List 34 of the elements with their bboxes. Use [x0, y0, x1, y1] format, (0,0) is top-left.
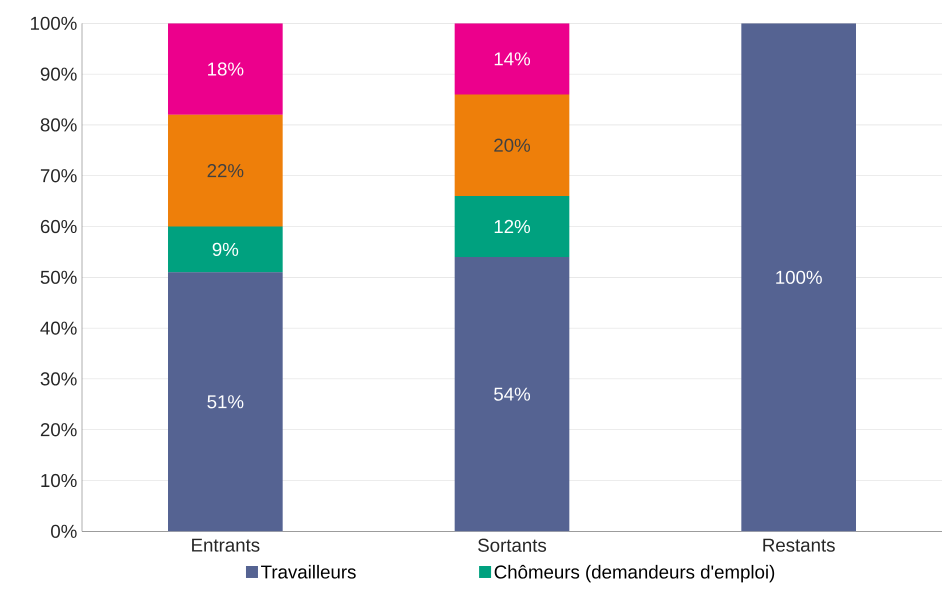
data-label: 100% — [776, 270, 822, 284]
data-label: 14% — [494, 52, 530, 66]
y-tick-label: 10% — [41, 474, 77, 488]
legend-label: Travailleurs — [261, 564, 356, 579]
data-label: 9% — [212, 242, 238, 256]
data-label: 22% — [208, 164, 244, 178]
y-tick-label: 50% — [40, 270, 77, 284]
data-label: 18% — [208, 62, 244, 76]
y-tick-label: 100% — [30, 16, 77, 30]
data-label: 12% — [494, 220, 530, 234]
bar — [168, 272, 283, 532]
x-tick-label: Entrants — [192, 538, 260, 552]
y-tick-label: 70% — [40, 169, 77, 182]
y-tick-label: 30% — [40, 372, 77, 386]
bar — [454, 257, 570, 532]
bar — [454, 23, 570, 94]
y-tick-label: 0% — [51, 524, 77, 538]
bar — [168, 226, 283, 272]
y-tick-label: 40% — [40, 321, 77, 335]
x-tick-label: Restants — [763, 538, 835, 552]
legend-label: Chômeurs (demandeurs d'emploi) — [494, 564, 774, 582]
x-tick-label: Sortants — [478, 538, 546, 552]
bar — [168, 23, 283, 115]
data-label: 20% — [494, 138, 530, 152]
bar — [454, 196, 570, 257]
data-label: 51% — [207, 395, 244, 408]
y-tick-label: 90% — [40, 68, 77, 81]
y-tick-label: 60% — [40, 220, 77, 234]
bar — [168, 114, 283, 227]
y-tick-label: 20% — [40, 423, 77, 436]
bar — [454, 94, 570, 196]
data-label: 54% — [494, 388, 530, 401]
bar — [741, 23, 856, 532]
y-tick-label: 80% — [40, 118, 77, 132]
